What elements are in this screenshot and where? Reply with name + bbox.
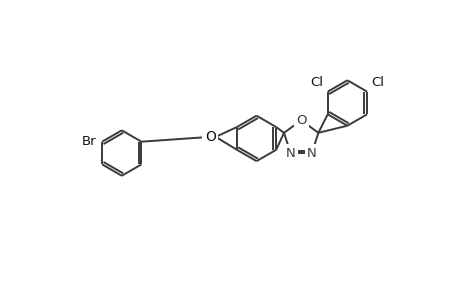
Text: O: O	[295, 114, 306, 127]
Text: N: N	[306, 146, 316, 160]
Text: Cl: Cl	[309, 76, 322, 88]
Text: N: N	[285, 146, 295, 160]
Text: Br: Br	[81, 135, 96, 148]
Text: O: O	[204, 130, 215, 144]
Text: Cl: Cl	[371, 76, 384, 88]
